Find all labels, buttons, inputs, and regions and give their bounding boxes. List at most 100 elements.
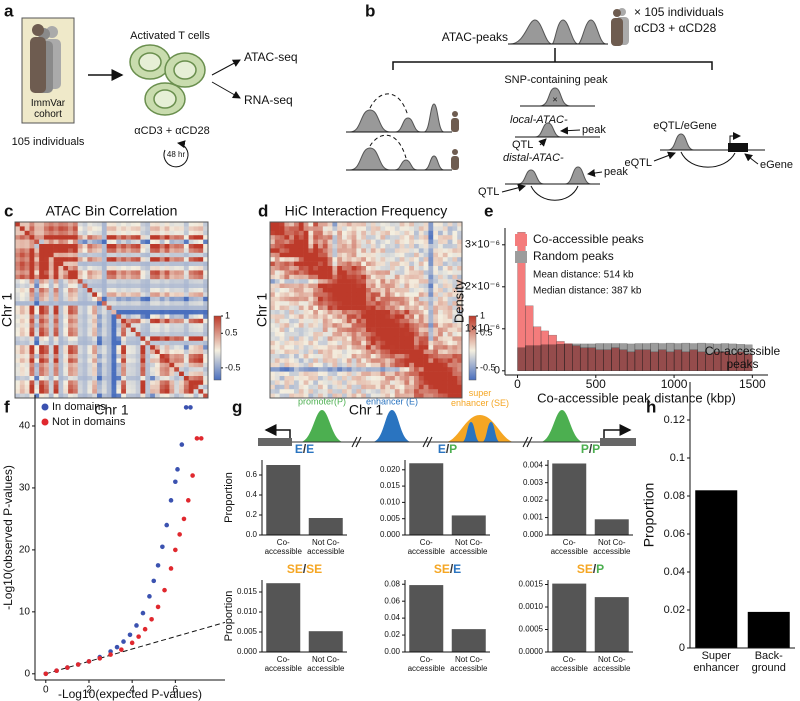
heatmap-cell: [48, 222, 54, 227]
heatmap-cell: [452, 376, 458, 381]
heatmap-cell: [284, 252, 290, 258]
heatmap-cell: [87, 380, 93, 386]
heatmap-cell: [116, 349, 122, 355]
heatmap-cell: [433, 305, 439, 311]
y-tick-label: 0.12: [664, 414, 685, 426]
heatmap-cell: [53, 332, 59, 337]
colorbar-tick-label: 1: [480, 310, 485, 320]
heatmap-cell: [174, 301, 180, 306]
heatmap-cell: [53, 376, 59, 381]
heatmap-cell: [53, 384, 59, 390]
heatmap-cell: [92, 301, 98, 306]
heatmap-cell: [394, 314, 400, 320]
heatmap-cell: [145, 362, 151, 368]
heatmap-cell: [380, 314, 386, 320]
heatmap-cell: [19, 349, 25, 355]
heatmap-cell: [337, 288, 343, 293]
heatmap-cell: [29, 226, 35, 232]
heatmap-cell: [423, 389, 429, 394]
heatmap-cell: [433, 336, 439, 342]
y-tick-label: 40: [19, 421, 31, 432]
heatmap-cell: [418, 336, 424, 342]
heatmap-cell: [279, 358, 285, 364]
heatmap-cell: [140, 318, 146, 324]
heatmap-cell: [361, 354, 367, 359]
heatmap-cell: [140, 393, 146, 399]
heatmap-cell: [351, 340, 357, 346]
heatmap-cell: [15, 362, 21, 368]
heatmap-cell: [284, 332, 290, 337]
heatmap-cell: [130, 239, 136, 245]
panel-label: c: [4, 201, 13, 220]
heatmap-cell: [179, 226, 185, 232]
heatmap-cell: [414, 296, 420, 302]
heatmap-cell: [409, 270, 415, 276]
heatmap-cell: [298, 327, 304, 333]
heatmap-cell: [332, 384, 338, 390]
heatmap-cell: [370, 327, 376, 333]
heatmap-cell: [101, 376, 107, 381]
heatmap-cell: [63, 222, 69, 227]
heatmap-cell: [72, 349, 79, 355]
heatmap-cell: [409, 279, 415, 284]
heatmap-cell: [442, 389, 448, 394]
heatmap-cell: [308, 340, 314, 346]
heatmap-cell: [346, 226, 352, 232]
heatmap-cell: [121, 230, 127, 236]
heatmap-cell: [409, 371, 415, 377]
heatmap-cell: [346, 340, 352, 346]
histogram-bar: [533, 345, 542, 371]
heatmap-cell: [58, 393, 64, 399]
heatmap-cell: [423, 349, 429, 355]
heatmap-cell: [111, 384, 117, 390]
heatmap-cell: [145, 376, 151, 381]
bar: [266, 583, 301, 652]
heatmap-cell: [48, 257, 54, 262]
heatmap-cell: [43, 384, 50, 390]
heatmap-cell: [164, 354, 170, 359]
heatmap-cell: [29, 266, 35, 271]
heatmap-cell: [298, 261, 304, 267]
heatmap-cell: [438, 327, 444, 333]
heatmap-cell: [308, 305, 314, 311]
heatmap-cell: [169, 296, 175, 302]
heatmap-cell: [342, 270, 348, 276]
heatmap-cell: [409, 367, 415, 372]
heatmap-cell: [332, 393, 338, 399]
heatmap-cell: [447, 323, 453, 328]
heatmap-cell: [399, 235, 405, 240]
heatmap-cell: [428, 235, 434, 240]
heatmap-cell: [399, 380, 405, 386]
heatmap-cell: [198, 274, 204, 280]
heatmap-cell: [24, 222, 30, 227]
heatmap-cell: [438, 301, 444, 306]
heatmap-cell: [390, 362, 396, 368]
heatmap-cell: [342, 283, 348, 289]
heatmap-cell: [92, 257, 98, 262]
heatmap-cell: [140, 230, 146, 236]
heatmap-cell: [203, 279, 209, 284]
heatmap-cell: [342, 310, 348, 315]
heatmap-cell: [351, 301, 357, 306]
x-tick-label: Not Co-accessible: [307, 538, 345, 556]
heatmap-cell: [169, 274, 175, 280]
heatmap-cell: [125, 318, 132, 324]
heatmap-cell: [428, 336, 434, 342]
heatmap-cell: [289, 270, 295, 276]
heatmap-cell: [29, 292, 35, 298]
heatmap-cell: [361, 283, 367, 289]
heatmap-cell: [19, 314, 25, 320]
heatmap-cell: [130, 358, 136, 364]
heatmap-cell: [418, 376, 424, 381]
heatmap-cell: [318, 336, 324, 342]
heatmap-cell: [145, 340, 151, 346]
heatmap-cell: [428, 389, 434, 394]
heatmap-cell: [150, 349, 156, 355]
heatmap-cell: [29, 283, 35, 289]
heatmap-cell: [303, 301, 309, 306]
heatmap-cell: [298, 323, 304, 328]
heatmap-cell: [63, 301, 69, 306]
heatmap-cell: [58, 266, 64, 271]
heatmap-cell: [140, 266, 146, 271]
heatmap-cell: [121, 376, 127, 381]
